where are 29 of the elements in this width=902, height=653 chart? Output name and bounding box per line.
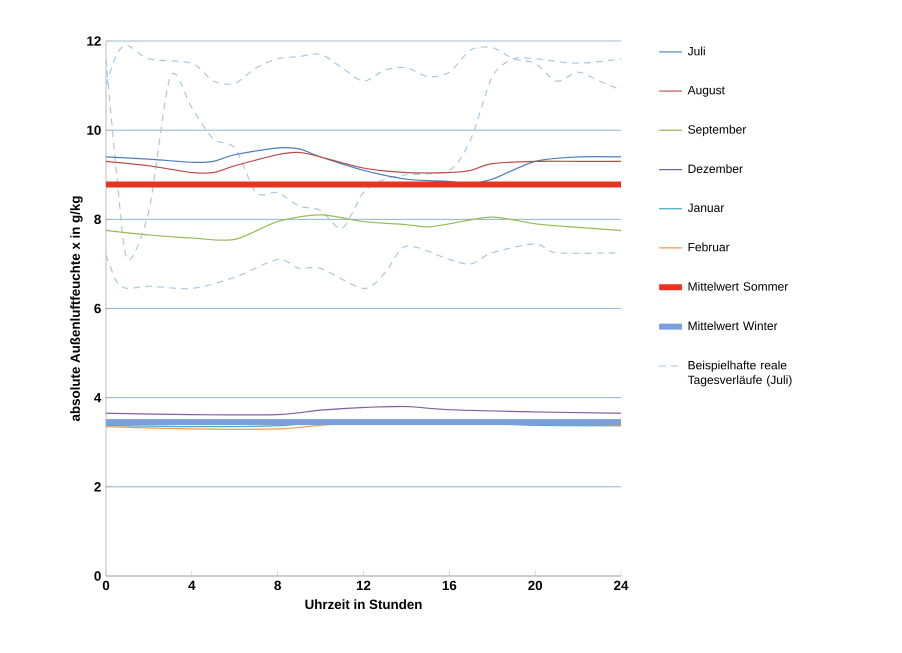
legend-label: Beispielhafte reale Tagesverläufe (Juli) bbox=[688, 360, 792, 386]
legend-label: Januar bbox=[688, 204, 724, 212]
y-axis-title: absolute Außenluftfeuchte x in g/kg bbox=[70, 196, 83, 422]
x-tick-label: 4 bbox=[188, 580, 196, 590]
x-tick-label: 20 bbox=[528, 580, 542, 590]
legend-label: Juli bbox=[688, 46, 705, 56]
line-series bbox=[106, 152, 622, 174]
x-tick-label: 24 bbox=[614, 580, 628, 590]
line-series bbox=[106, 214, 622, 241]
x-tick-label: 0 bbox=[102, 580, 110, 590]
y-tick-label: 12 bbox=[87, 36, 101, 46]
x-tick-label: 12 bbox=[356, 580, 370, 590]
y-tick-label: 0 bbox=[94, 571, 101, 581]
legend-label: Mittelwert Winter bbox=[688, 321, 778, 330]
y-tick-label: 8 bbox=[94, 214, 101, 224]
y-tick-label: 10 bbox=[87, 125, 101, 135]
x-axis-title: Uhrzeit in Stunden bbox=[305, 599, 422, 610]
legend-label: Dezember bbox=[688, 164, 743, 174]
x-tick-label: 8 bbox=[274, 580, 281, 590]
y-tick-label: 2 bbox=[94, 482, 101, 492]
y-tick-label: 4 bbox=[94, 393, 102, 402]
legend-label: Februar bbox=[688, 242, 730, 252]
legend-label: August bbox=[688, 86, 725, 97]
y-tick-label: 6 bbox=[94, 304, 101, 314]
line-series bbox=[106, 406, 622, 416]
line-series bbox=[106, 147, 622, 184]
x-tick-label: 16 bbox=[442, 580, 456, 590]
legend-label: September bbox=[688, 124, 746, 136]
legend-label: Mittelwert Sommer bbox=[688, 282, 788, 291]
